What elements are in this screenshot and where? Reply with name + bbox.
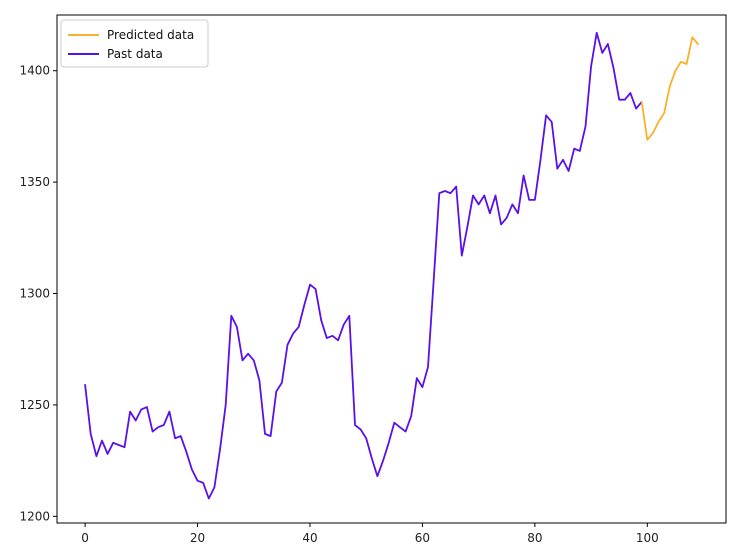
series-past-data-line: [84, 31, 643, 500]
y-tick-label: 1250: [19, 398, 50, 412]
legend-label-past: Past data: [107, 47, 163, 61]
x-tick-label: 0: [81, 531, 89, 545]
series-predicted-data-line: [640, 36, 699, 141]
y-tick-label: 1300: [19, 287, 50, 301]
legend-label-predicted: Predicted data: [107, 28, 194, 42]
y-tick-label: 1350: [19, 175, 50, 189]
plot-area: [56, 14, 727, 524]
x-axis: 0 20 40 60 80 100: [81, 523, 659, 545]
x-tick-label: 100: [636, 531, 659, 545]
series-layer: [84, 31, 699, 500]
y-tick-label: 1200: [19, 509, 50, 523]
x-tick-label: 60: [415, 531, 430, 545]
y-tick-label: 1400: [19, 64, 50, 78]
legend: Predicted data Past data: [60, 19, 209, 68]
x-tick-label: 80: [527, 531, 542, 545]
x-tick-label: 20: [190, 531, 205, 545]
x-tick-label: 40: [302, 531, 317, 545]
y-axis: 1200 1250 1300 1350 1400: [19, 64, 57, 523]
legend-box: [60, 19, 209, 68]
